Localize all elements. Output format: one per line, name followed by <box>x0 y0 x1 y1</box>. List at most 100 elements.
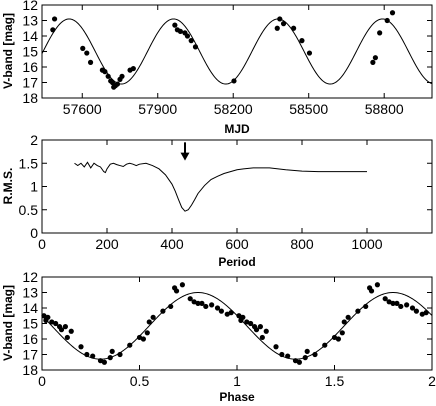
lightcurve-x-tick-label: 58500 <box>289 101 328 117</box>
phased-x-tick-label: 0 <box>38 373 46 389</box>
lightcurve-y-tick-label: 17 <box>22 75 38 91</box>
phased-data-point-46 <box>257 324 263 330</box>
phased-data-point-32 <box>199 300 205 306</box>
phased-data-point-35 <box>214 305 221 311</box>
lightcurve-data-point-3 <box>84 50 90 56</box>
phased-data-point-75 <box>413 308 419 314</box>
phased-y-tick-label: 14 <box>22 300 38 316</box>
lightcurve-data-point-29 <box>299 38 305 44</box>
phased-y-tick-label: 16 <box>22 331 38 347</box>
lightcurve-data-point-31 <box>370 59 376 65</box>
phased-data-point-13 <box>97 358 104 364</box>
periodogram-x-tick-label: 800 <box>290 236 314 252</box>
lightcurve-y-tick-label: 14 <box>22 28 38 44</box>
phased-data-point-36 <box>218 308 224 314</box>
phased-data-point-18 <box>127 342 133 348</box>
phased-data-point-6 <box>58 327 65 333</box>
lightcurve-data-point-24 <box>231 78 237 84</box>
lightcurve-data-point-17 <box>172 22 178 28</box>
phased-data-point-38 <box>228 310 234 316</box>
phased-y-axis-label: V-band [mag] <box>1 285 15 361</box>
lightcurve-x-tick-label: 58200 <box>214 101 253 117</box>
lightcurve-data-point-32 <box>372 55 378 61</box>
lightcurve-data-point-35 <box>389 10 396 16</box>
periodogram-x-tick-label: 600 <box>225 236 249 252</box>
lightcurve-y-tick-label: 15 <box>22 44 38 60</box>
periodogram-x-tick-label: 0 <box>38 236 46 252</box>
lightcurve-y-tick-label: 18 <box>22 90 38 106</box>
phased-data-point-20 <box>140 336 146 342</box>
lightcurve-y-tick-label: 12 <box>22 0 38 13</box>
periodogram-y-tick-label: 1.5 <box>19 155 39 171</box>
periodogram-y-tick-label: 2 <box>30 132 38 148</box>
phased-data-point-54 <box>302 355 308 361</box>
lightcurve-y-tick-label: 13 <box>22 13 38 29</box>
phased-data-point-71 <box>394 300 400 306</box>
phased-y-tick-label: 18 <box>22 362 38 378</box>
lightcurve-x-tick-label: 57600 <box>63 101 102 117</box>
phased-data-point-57 <box>322 342 328 348</box>
phased-x-axis-label: Phase <box>219 390 255 404</box>
phased-data-point-64 <box>363 303 369 310</box>
phased-data-point-34 <box>209 302 215 308</box>
lightcurve-data-point-34 <box>384 17 390 24</box>
phased-data-point-77 <box>423 310 429 316</box>
phased-x-tick-label: 0.5 <box>130 373 150 389</box>
periodogram-x-tick-label: 200 <box>95 236 119 252</box>
lightcurve-data-point-19 <box>177 28 183 34</box>
phased-data-point-25 <box>168 303 174 310</box>
phased-data-point-53 <box>296 359 302 365</box>
phased-data-point-37 <box>224 311 230 317</box>
phased-data-point-3 <box>49 319 55 325</box>
periodogram-series-line-0 <box>74 161 367 212</box>
phased-data-point-41 <box>240 314 246 320</box>
phased-data-point-58 <box>331 334 338 341</box>
lightcurve-data-point-4 <box>87 59 94 65</box>
lightcurve-data-point-0 <box>50 27 56 33</box>
phased-y-tick-label: 17 <box>22 347 38 363</box>
phased-data-point-21 <box>144 330 150 336</box>
periodogram-y-axis-label: R.M.S. <box>1 168 15 205</box>
phased-data-point-19 <box>136 334 143 341</box>
phased-data-point-69 <box>386 299 392 305</box>
phased-data-point-7 <box>62 324 68 330</box>
lightcurve-y-tick-label: 16 <box>22 59 38 75</box>
lightcurve-data-point-30 <box>306 50 313 56</box>
phased-data-point-12 <box>90 353 96 359</box>
phased-x-tick-label: 1.5 <box>325 373 345 389</box>
phased-data-point-42 <box>244 319 250 325</box>
lightcurve-data-point-16 <box>130 65 136 72</box>
lightcurve-data-point-6 <box>102 69 108 75</box>
phased-data-point-39 <box>236 313 242 319</box>
lightcurve-x-tick-label: 57900 <box>138 101 177 117</box>
lightcurve-y-axis-label: V-band [mag] <box>1 13 15 89</box>
phased-data-point-24 <box>160 308 166 314</box>
phased-data-point-61 <box>341 319 347 325</box>
lightcurve-data-point-12 <box>114 81 121 87</box>
lightcurve-data-point-22 <box>188 38 194 44</box>
phased-data-point-67 <box>374 282 380 288</box>
phased-data-point-29 <box>187 296 193 302</box>
periodogram-ticks: 0 200 400 600 800 1000 0 0.5 1 1.5 2 <box>19 132 432 252</box>
phased-y-tick-label: 15 <box>22 316 38 332</box>
lightcurve-data-point-1 <box>51 16 58 22</box>
phased-data-point-68 <box>382 296 388 302</box>
phased-x-tick-label: 2 <box>428 373 436 389</box>
phased-data-point-43 <box>248 320 254 327</box>
phased-data-point-30 <box>191 299 197 305</box>
phased-data-point-14 <box>101 359 107 365</box>
periodogram-y-tick-label: 1 <box>30 179 38 195</box>
periodogram-period-arrow-head <box>180 152 190 161</box>
lightcurve-marks <box>41 10 433 90</box>
lightcurve-data-point-14 <box>119 73 125 79</box>
periodogram-marks <box>74 142 367 212</box>
lightcurve-model-curve <box>41 18 433 85</box>
lightcurve-data-point-2 <box>80 45 86 52</box>
phased-x-tick-label: 1 <box>233 373 241 389</box>
periodogram-plot-frame <box>41 139 433 234</box>
phased-data-point-4 <box>53 320 59 327</box>
phased-data-point-56 <box>312 351 318 358</box>
phased-data-point-22 <box>146 319 152 325</box>
